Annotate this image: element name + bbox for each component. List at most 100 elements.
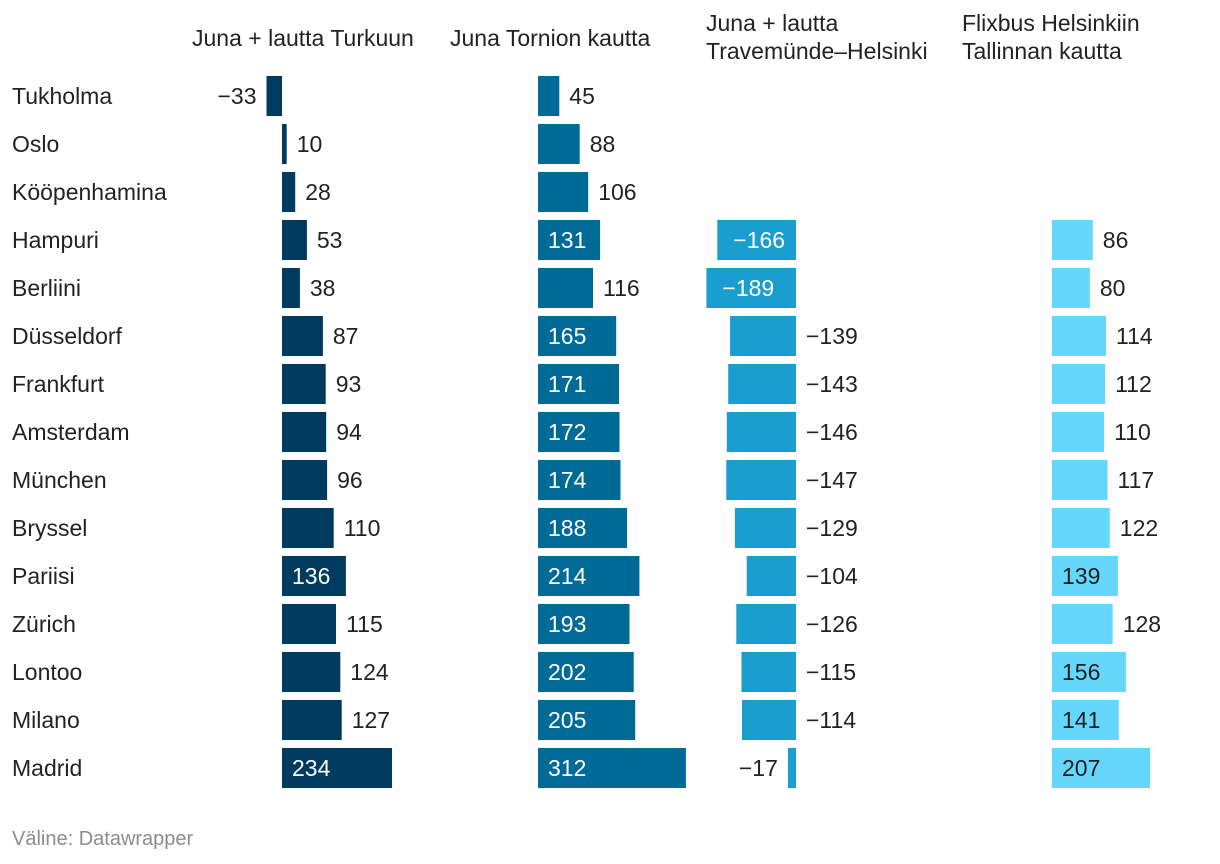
bar-series-1: [282, 460, 328, 500]
value-label-series-1: 127: [352, 707, 390, 733]
value-label-series-2: 205: [548, 707, 586, 733]
value-label-series-2: 174: [548, 467, 587, 493]
bar-series-3: [787, 748, 796, 788]
bar-series-1: [282, 748, 392, 788]
bar-series-3: [728, 364, 796, 404]
bar-series-3: [717, 220, 796, 260]
column-header-1-line-1: Juna + lautta Turkuun: [192, 25, 414, 51]
bar-series-1: [282, 268, 300, 308]
value-label-series-4: 114: [1116, 323, 1153, 349]
bar-series-4: [1052, 652, 1126, 692]
bar-series-1: [282, 556, 346, 596]
value-label-series-4: 117: [1118, 467, 1155, 493]
bar-series-1: [282, 364, 326, 404]
value-label-series-2: 172: [548, 419, 586, 445]
value-label-series-1: −33: [217, 83, 256, 109]
value-label-series-2: 193: [548, 611, 586, 637]
value-label-series-3: −147: [806, 467, 858, 493]
bar-series-2: [538, 124, 580, 164]
value-label-series-4: 122: [1120, 515, 1158, 541]
bar-series-2: [538, 268, 593, 308]
bar-series-2: [538, 220, 601, 260]
value-label-series-1: 115: [346, 611, 383, 637]
bar-series-4: [1052, 748, 1151, 788]
bar-series-3: [706, 268, 796, 308]
bar-series-4: [1052, 316, 1106, 356]
bar-series-4: [1052, 604, 1113, 644]
value-label-series-3: −115: [806, 659, 856, 685]
bar-series-2: [538, 460, 621, 500]
row-label: Berliini: [12, 275, 81, 301]
value-label-series-1: 87: [333, 323, 359, 349]
value-label-series-3: −104: [806, 563, 858, 589]
value-label-series-1: 53: [317, 227, 343, 253]
bar-series-2: [538, 604, 630, 644]
bar-series-3: [734, 508, 796, 548]
bar-series-1: [282, 508, 334, 548]
row-label: Oslo: [12, 131, 59, 157]
value-label-series-4: 139: [1062, 563, 1100, 589]
bar-series-4: [1052, 268, 1090, 308]
row-label: Lontoo: [12, 659, 82, 685]
bar-series-3: [741, 652, 796, 692]
bar-series-2: [538, 652, 634, 692]
value-label-series-3: −166: [733, 227, 785, 253]
row-label: Tukholma: [12, 83, 112, 109]
row-label: Amsterdam: [12, 419, 130, 445]
row-label: Milano: [12, 707, 80, 733]
value-label-series-4: 141: [1062, 707, 1100, 733]
value-label-series-2: 171: [548, 371, 586, 397]
column-header-3-line-1: Juna + lautta: [706, 10, 839, 36]
bar-series-1: [282, 220, 307, 260]
value-label-series-4: 110: [1114, 419, 1151, 445]
bar-series-3: [736, 604, 796, 644]
bar-series-4: [1052, 460, 1108, 500]
value-label-series-2: 214: [548, 563, 587, 589]
value-label-series-1: 10: [297, 131, 323, 157]
row-label: Kööpenhamina: [12, 179, 167, 205]
value-label-series-4: 156: [1062, 659, 1100, 685]
value-label-series-1: 124: [350, 659, 389, 685]
bar-chart: Juna + lautta Turkuun Juna Tornion kautta…: [12, 10, 1161, 788]
bar-series-1: [282, 604, 336, 644]
row-label: Bryssel: [12, 515, 87, 541]
row-label: Düsseldorf: [12, 323, 123, 349]
value-label-series-2: 106: [598, 179, 636, 205]
row-label: Hampuri: [12, 227, 99, 253]
value-label-series-1: 234: [292, 755, 331, 781]
value-label-series-3: −146: [806, 419, 858, 445]
bar-series-4: [1052, 556, 1118, 596]
value-label-series-1: 110: [344, 515, 381, 541]
bar-series-2: [538, 412, 620, 452]
value-label-series-2: 312: [548, 755, 586, 781]
bar-series-2: [538, 364, 620, 404]
bar-series-3: [726, 460, 796, 500]
value-label-series-2: 165: [548, 323, 586, 349]
bar-series-2: [538, 316, 617, 356]
bar-series-3: [742, 700, 796, 740]
value-label-series-4: 80: [1100, 275, 1126, 301]
value-label-series-1: 136: [292, 563, 330, 589]
value-label-series-4: 112: [1115, 371, 1152, 397]
bar-series-1: [282, 172, 296, 212]
value-label-series-3: −129: [806, 515, 858, 541]
bar-series-1: [282, 700, 342, 740]
value-label-series-4: 128: [1123, 611, 1161, 637]
bar-series-2: [538, 172, 589, 212]
bar-series-3: [746, 556, 796, 596]
value-label-series-3: −17: [739, 755, 778, 781]
bar-series-1: [282, 412, 327, 452]
value-label-series-1: 38: [310, 275, 336, 301]
value-label-series-1: 96: [337, 467, 363, 493]
value-label-series-4: 207: [1062, 755, 1100, 781]
value-label-series-2: 45: [569, 83, 595, 109]
bar-series-1: [282, 316, 323, 356]
bar-series-2: [538, 76, 560, 116]
bar-series-2: [538, 556, 640, 596]
column-header-4-line-1: Flixbus Helsinkiin: [962, 10, 1140, 36]
bar-series-4: [1052, 364, 1106, 404]
column-header-2-line-1: Juna Tornion kautta: [450, 25, 651, 51]
value-label-series-1: 94: [336, 419, 362, 445]
value-label-series-1: 28: [305, 179, 331, 205]
value-label-series-1: 93: [336, 371, 362, 397]
